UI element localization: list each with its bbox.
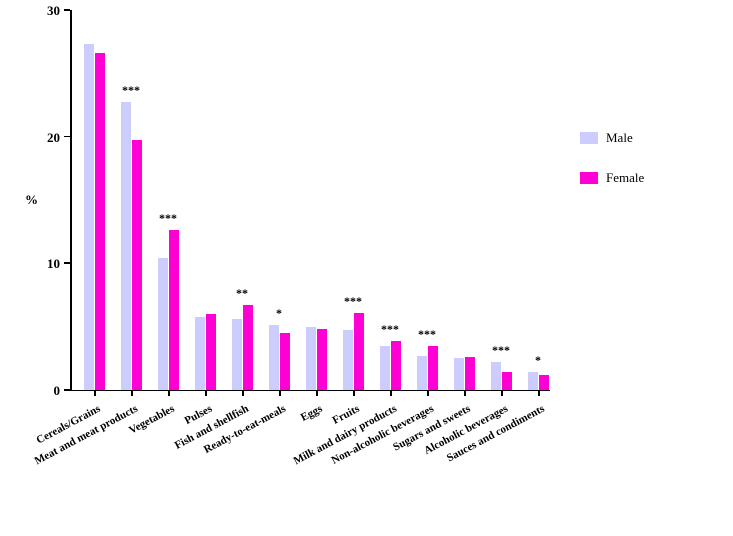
category-label: Eggs xyxy=(299,403,325,424)
x-tick xyxy=(94,390,96,396)
x-tick xyxy=(279,390,281,396)
x-tick xyxy=(390,390,392,396)
legend-label: Female xyxy=(606,170,644,186)
bar xyxy=(343,330,353,390)
bar xyxy=(158,258,168,390)
bar xyxy=(539,375,549,390)
significance-label: *** xyxy=(418,327,436,342)
bar xyxy=(121,102,131,390)
y-tick-label: 0 xyxy=(54,383,61,399)
bar xyxy=(491,362,501,390)
y-tick-label: 30 xyxy=(47,3,60,19)
bar xyxy=(132,140,142,390)
bar xyxy=(380,346,390,390)
y-tick xyxy=(64,136,70,138)
x-tick xyxy=(131,390,133,396)
legend-item: Female xyxy=(580,170,644,186)
y-tick-label: 20 xyxy=(47,130,60,146)
bar xyxy=(528,372,538,390)
bar xyxy=(269,325,279,390)
significance-label: *** xyxy=(492,343,510,358)
x-tick xyxy=(464,390,466,396)
x-tick xyxy=(501,390,503,396)
bar xyxy=(95,53,105,390)
x-tick xyxy=(316,390,318,396)
bar xyxy=(417,356,427,390)
x-tick xyxy=(242,390,244,396)
x-tick xyxy=(427,390,429,396)
y-tick xyxy=(64,9,70,11)
bar xyxy=(195,317,205,390)
bar xyxy=(391,341,401,390)
x-tick xyxy=(538,390,540,396)
y-tick xyxy=(64,262,70,264)
significance-label: * xyxy=(276,306,282,321)
significance-label: ** xyxy=(236,286,248,301)
significance-label: *** xyxy=(381,322,399,337)
x-tick xyxy=(168,390,170,396)
bar xyxy=(232,319,242,390)
bar xyxy=(454,358,464,390)
bar xyxy=(169,230,179,390)
legend-swatch xyxy=(580,132,598,144)
bar xyxy=(354,313,364,390)
plot-area: 0102030%Cereals/GrainsMeat and meat prod… xyxy=(70,10,550,390)
bar xyxy=(280,333,290,390)
bar xyxy=(502,372,512,390)
bar xyxy=(428,346,438,390)
legend-swatch xyxy=(580,172,598,184)
bar xyxy=(317,329,327,390)
bar xyxy=(84,44,94,390)
x-tick xyxy=(205,390,207,396)
legend: Male Female xyxy=(580,130,644,210)
significance-label: *** xyxy=(122,83,140,98)
bar xyxy=(243,305,253,390)
bar xyxy=(465,357,475,390)
significance-label: *** xyxy=(159,211,177,226)
y-tick xyxy=(64,389,70,391)
legend-label: Male xyxy=(606,130,633,146)
legend-item: Male xyxy=(580,130,644,146)
chart-container: 0102030%Cereals/GrainsMeat and meat prod… xyxy=(0,0,733,536)
bar xyxy=(206,314,216,390)
significance-label: *** xyxy=(344,294,362,309)
y-axis-label: % xyxy=(25,192,38,208)
bar xyxy=(306,327,316,390)
significance-label: * xyxy=(535,353,541,368)
y-tick-label: 10 xyxy=(47,256,60,272)
y-axis xyxy=(70,10,72,390)
x-tick xyxy=(353,390,355,396)
